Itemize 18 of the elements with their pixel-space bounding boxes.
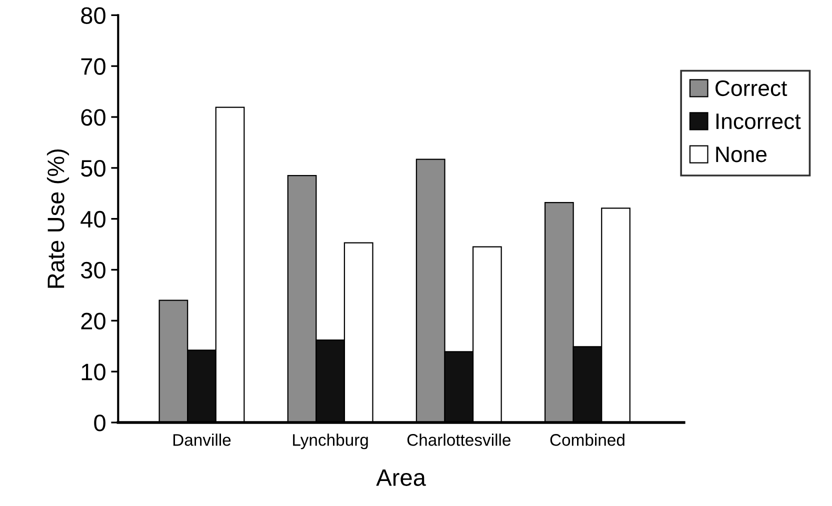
x-tick-label: Charlottesville [407,434,510,446]
y-tick-label: 0 [94,414,106,432]
y-tick-label: 60 [81,109,106,126]
x-tick-label: Combined [550,434,624,446]
y-tick-label: 50 [81,160,106,177]
legend-label: Correct [716,80,788,96]
x-tick-label: Danville [173,434,231,446]
y-tick-label: 80 [81,7,106,24]
y-tick-label: 10 [82,364,106,380]
legend-label: None [716,146,767,162]
x-axis-title: Area [376,469,426,486]
y-tick-label: 40 [80,210,106,228]
y-tick-label: 20 [81,312,106,330]
y-tick-label: 30 [80,262,106,279]
y-tick-label: 70 [81,58,106,75]
legend-label: Incorrect [716,114,801,130]
x-tick-label: Lynchburg [293,434,368,450]
y-axis-title: Rate Use (%) [46,149,69,288]
